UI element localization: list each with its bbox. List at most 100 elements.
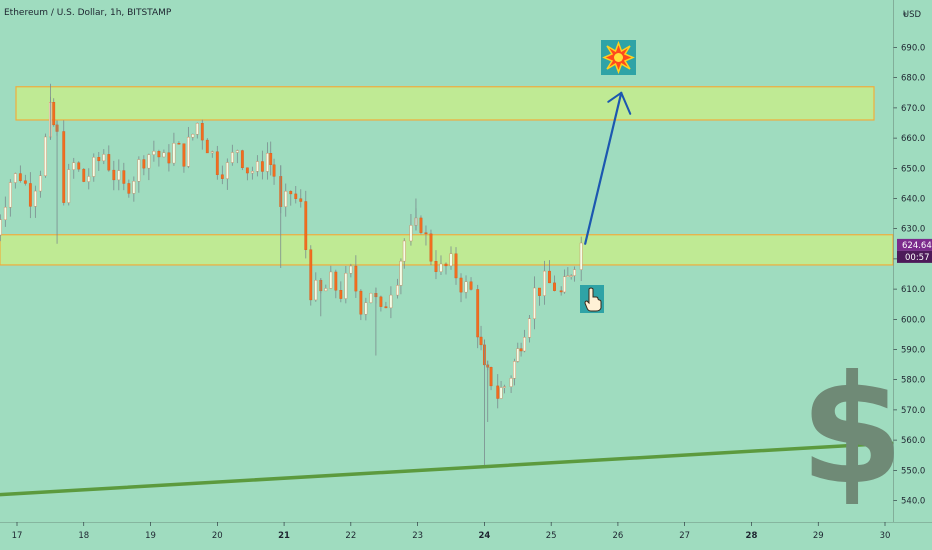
candle-body xyxy=(523,337,526,352)
explosion-icon xyxy=(601,40,636,75)
candle-body xyxy=(419,217,423,233)
price-tick-label: 670.0 xyxy=(901,104,925,114)
candle-body xyxy=(439,263,443,272)
chart-title: Ethereum / U.S. Dollar, 1h, BITSTAMP xyxy=(4,8,172,18)
candle-body xyxy=(195,123,199,135)
candle-body xyxy=(573,269,576,276)
candle-body xyxy=(38,175,42,192)
candle-body xyxy=(269,153,273,165)
candle-body xyxy=(384,306,388,309)
candle-body xyxy=(13,173,17,183)
candle-body xyxy=(191,134,195,138)
dollar-sign-icon: $ xyxy=(800,344,904,518)
time-tick-label: 22 xyxy=(345,531,356,541)
zone-1 xyxy=(0,234,894,266)
price-tick-label: 690.0 xyxy=(901,44,925,54)
candle-body xyxy=(137,159,141,182)
price-tick-label: 660.0 xyxy=(901,134,925,144)
candle-body xyxy=(230,152,234,163)
candle-body xyxy=(225,162,229,179)
candle-body xyxy=(157,151,161,158)
candle-body xyxy=(23,180,27,184)
zone-0 xyxy=(15,86,875,121)
time-tick-label: 23 xyxy=(412,531,423,541)
candle-body xyxy=(548,270,551,284)
candle-body xyxy=(429,233,433,262)
countdown-value: 00:57 xyxy=(905,253,930,263)
candle-body xyxy=(449,253,453,267)
candle-body xyxy=(399,260,403,286)
candle-body xyxy=(344,273,348,299)
candle-body xyxy=(563,276,566,293)
candle-body xyxy=(299,198,303,202)
candle-body xyxy=(516,348,520,362)
candle-body xyxy=(503,386,506,388)
candle-body xyxy=(329,271,333,289)
candle-body xyxy=(294,193,298,199)
candle-body xyxy=(513,361,516,379)
price-tick-label: 680.0 xyxy=(901,74,925,84)
candle-body xyxy=(324,288,328,292)
candle-body xyxy=(260,161,264,172)
candle-body xyxy=(235,150,239,153)
candle-body xyxy=(147,154,151,169)
projection-arrow-line xyxy=(584,91,623,245)
candle-body xyxy=(0,219,2,236)
candle-body xyxy=(509,378,513,387)
time-tick-label: 27 xyxy=(679,531,690,541)
price-tick-label: 550.0 xyxy=(901,466,925,476)
currency-chevron-icon xyxy=(903,12,907,16)
candle-body xyxy=(77,162,81,170)
candle-body xyxy=(122,170,126,184)
currency-label: USD xyxy=(903,10,922,20)
candle-body xyxy=(396,285,399,296)
candle-body xyxy=(67,169,71,203)
time-tick-label: 20 xyxy=(212,531,223,541)
candle-body xyxy=(172,143,176,164)
support-trendline xyxy=(0,441,894,497)
candle-body xyxy=(87,176,91,182)
candle-body xyxy=(444,263,448,267)
price-tick-label: 630.0 xyxy=(901,225,925,235)
candle-body xyxy=(33,190,37,207)
candle-body xyxy=(132,181,136,194)
candle-body xyxy=(28,183,32,207)
price-tick-label: 640.0 xyxy=(901,195,925,205)
candle-body xyxy=(489,367,493,387)
candle-body xyxy=(314,280,318,301)
time-tick-label: 21 xyxy=(278,531,290,541)
candle-body xyxy=(92,157,96,177)
time-tick-label: 28 xyxy=(746,531,758,541)
candle-body xyxy=(62,131,66,203)
candle-body xyxy=(152,151,156,155)
candle-body xyxy=(543,270,546,296)
candle-body xyxy=(528,318,531,338)
time-tick-label: 29 xyxy=(813,531,824,541)
time-tick-label: 17 xyxy=(12,531,23,541)
candle-body xyxy=(496,385,500,399)
candle-body xyxy=(334,271,338,291)
candle-body xyxy=(379,296,383,307)
candle-body xyxy=(533,287,536,319)
candle-body xyxy=(519,348,523,352)
candle-body xyxy=(182,143,186,167)
candle-body xyxy=(389,294,393,309)
time-tick-label: 30 xyxy=(880,531,891,541)
candle-body xyxy=(479,336,483,346)
candle-body xyxy=(364,302,368,315)
candle-body xyxy=(210,151,214,154)
candle-body xyxy=(476,289,480,338)
candle-body xyxy=(43,136,47,177)
candle-body xyxy=(255,161,259,172)
candle-body xyxy=(464,281,468,293)
candle-body xyxy=(245,167,249,174)
pointing-hand-icon xyxy=(580,285,604,313)
candle-body xyxy=(220,174,224,179)
candle-body xyxy=(205,139,209,154)
price-tick-label: 610.0 xyxy=(901,285,925,295)
candle-body xyxy=(289,190,293,195)
candle-body xyxy=(177,143,181,145)
candle-body xyxy=(186,136,190,167)
